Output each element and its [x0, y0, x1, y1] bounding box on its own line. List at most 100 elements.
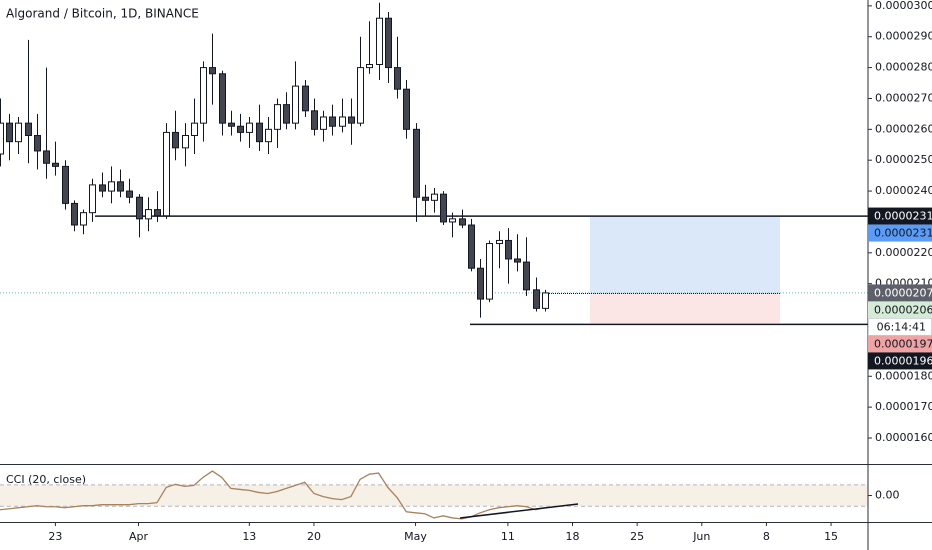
candle-body [348, 116, 355, 124]
candle-body [431, 193, 438, 201]
candle-body [311, 110, 318, 130]
price-label-box [868, 207, 932, 225]
candle-body [385, 17, 392, 69]
candle-body [71, 202, 78, 226]
x-tick-label: May [404, 530, 427, 543]
candle-body [403, 88, 410, 130]
candle-body [80, 212, 87, 226]
x-tick-label: Apr [129, 530, 149, 543]
candle-body [62, 165, 69, 204]
candle-body [357, 67, 364, 124]
cci-tick-label: 0.00 [875, 489, 900, 502]
x-tick-label: 18 [566, 530, 580, 543]
candle-body [376, 17, 383, 66]
candle-body [329, 116, 336, 127]
candle-body [514, 258, 521, 263]
y-tick-label: 0.00001600 [875, 431, 932, 444]
price-label: 0.00001968 [874, 354, 932, 367]
candle-body [339, 116, 346, 127]
candle-body [200, 67, 207, 124]
candle-body [52, 162, 59, 167]
price-label-box [868, 301, 932, 319]
candle-body [459, 218, 466, 226]
candle-body [440, 193, 447, 223]
x-tick-label: 20 [307, 530, 321, 543]
cci-title: CCI (20, close) [6, 473, 86, 486]
candle-body [172, 131, 179, 149]
x-tick-label: 23 [48, 530, 62, 543]
candle-body [477, 267, 484, 300]
candle-body [449, 218, 456, 223]
cci-line [0, 470, 545, 520]
candle-body [237, 125, 244, 133]
candle-body [274, 104, 281, 130]
position-profit-zone [590, 216, 780, 294]
candle-body [0, 122, 4, 155]
candle-body [99, 184, 106, 192]
candle-body [219, 73, 226, 124]
candle-body [15, 122, 22, 143]
candle-body [228, 122, 235, 127]
candle-body [302, 85, 309, 112]
position-loss-zone [590, 293, 780, 324]
candle-body [533, 289, 540, 309]
candle-body [496, 239, 503, 245]
price-label-box [868, 335, 932, 353]
price-label-box [868, 352, 932, 370]
x-tick-label: 13 [242, 530, 256, 543]
candle-body [265, 128, 272, 143]
cci-band-fill [0, 484, 868, 507]
candle-body [25, 122, 32, 137]
candle-body [366, 64, 373, 69]
x-tick-label: 15 [824, 530, 838, 543]
candle-body [191, 122, 198, 137]
candle-body [486, 243, 493, 300]
price-label: 0.00001972 [874, 337, 932, 350]
price-label-box [868, 284, 932, 302]
candle-body [154, 209, 161, 217]
back-layer [0, 215, 868, 507]
x-tick-label: 8 [763, 530, 770, 543]
candle-body [468, 224, 475, 269]
countdown: 06:14:41 [877, 320, 926, 333]
candle-body [43, 150, 50, 164]
chart-title: Algorand / Bitcoin, 1D, BINANCE [6, 7, 199, 21]
price-label-box [868, 224, 932, 242]
x-tick-label: 25 [630, 530, 644, 543]
candle-body [182, 135, 189, 149]
cci-trendline [459, 503, 579, 519]
candle-body [246, 122, 253, 133]
candle-body [413, 128, 420, 198]
candle-body [34, 135, 41, 152]
candle-body [320, 116, 327, 130]
candle-body [126, 190, 133, 198]
candle-body [292, 85, 299, 124]
candle-body [256, 122, 263, 143]
x-tick-label: Jun [692, 530, 710, 543]
price-label: 0.00002068 [874, 303, 932, 316]
main-layer [0, 2, 549, 520]
candle-body [505, 239, 512, 260]
candle-body [108, 181, 115, 192]
candle-body [542, 292, 549, 309]
candle-body [145, 209, 152, 220]
price-label: 0.00002316 [874, 227, 932, 240]
price-label: 0.00002319 [874, 210, 932, 223]
candle-body [89, 184, 96, 214]
candle-body [163, 131, 170, 217]
candle-body [136, 196, 143, 220]
candle-body [422, 196, 429, 201]
